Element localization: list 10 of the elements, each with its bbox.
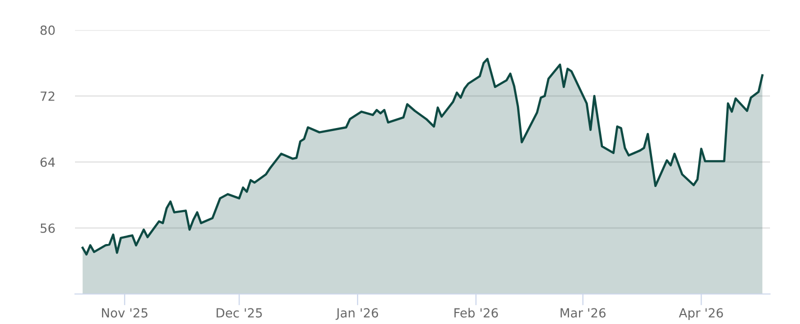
- y-tick-label: 80: [40, 25, 55, 35]
- x-tick-label: Apr '26: [678, 308, 723, 320]
- x-tick-label: Dec '25: [216, 308, 262, 318]
- x-tick-label: Feb '26: [454, 308, 498, 318]
- x-tick-label: Mar '26: [560, 308, 606, 318]
- y-tick-label: 64: [40, 157, 55, 167]
- x-tick-label: Nov '25: [102, 308, 148, 318]
- x-tick-label: Jan '26: [336, 308, 378, 320]
- y-tick-label: 56: [40, 223, 55, 233]
- y-tick-label: 72: [40, 91, 54, 101]
